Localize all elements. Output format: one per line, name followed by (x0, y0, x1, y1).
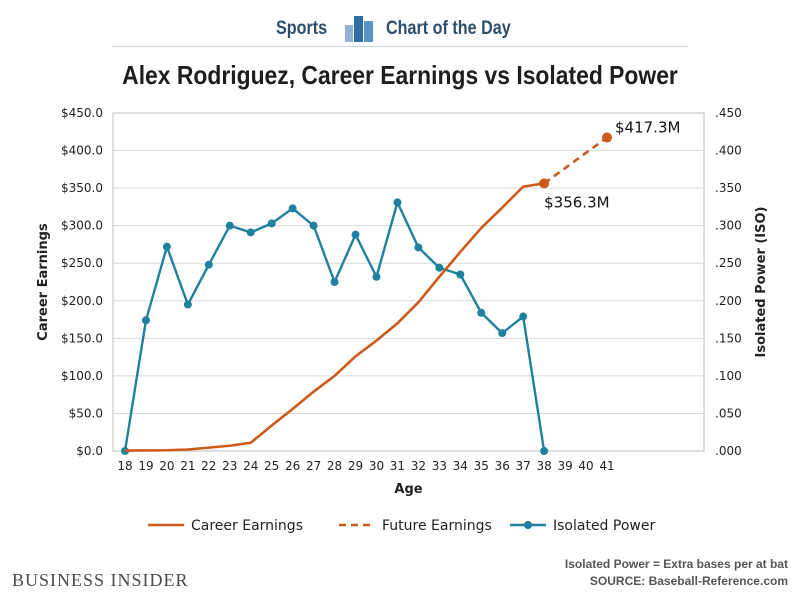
x-tick-label: 39 (557, 459, 572, 473)
iso-point (351, 230, 360, 239)
iso-point (225, 221, 234, 230)
y2-tick-label: .150 (715, 331, 742, 345)
iso-point (519, 312, 528, 321)
iso-point (330, 278, 339, 286)
source-note: SOURCE: Baseball-Reference.com (589, 574, 788, 588)
future-earnings-line (543, 136, 608, 185)
business-insider-logo: BUSINESS INSIDER (12, 570, 189, 590)
x-axis-label: Age (394, 482, 422, 497)
x-tick-label: 30 (369, 459, 384, 473)
earnings-annotation: $417.3M (615, 119, 680, 137)
x-tick-label: 41 (599, 459, 614, 473)
y-tick-label: $450.0 (61, 106, 103, 120)
y-tick-label: $50.0 (69, 406, 103, 420)
x-tick-label: 32 (411, 459, 426, 473)
iso-point (121, 447, 129, 455)
y2-tick-label: .100 (715, 369, 742, 383)
iso-point (414, 243, 423, 252)
iso-point (183, 300, 192, 309)
x-tick-label: 23 (222, 459, 237, 473)
iso-point (246, 228, 255, 237)
iso-point (372, 272, 381, 281)
chart-of-the-day-header: Sports Chart of the Day (0, 10, 800, 50)
iso-point (267, 219, 276, 228)
x-tick-label: 28 (327, 459, 342, 473)
footer-notes: Isolated Power = Extra bases per at bat … (565, 556, 788, 590)
x-tick-label: 27 (306, 459, 321, 473)
legend-marker (524, 521, 532, 529)
y2-tick-label: .250 (715, 256, 742, 270)
y2-tick-label: .450 (715, 106, 742, 120)
y2-tick-label: .050 (715, 406, 742, 420)
x-tick-label: 25 (264, 459, 279, 473)
chart-title: Alex Rodriguez, Career Earnings vs Isola… (122, 60, 678, 90)
iso-point (498, 329, 507, 338)
y2-tick-label: .200 (715, 294, 742, 308)
x-tick-label: 31 (390, 459, 405, 473)
x-tick-label: 26 (285, 459, 300, 473)
y2-tick-label: .400 (715, 144, 742, 158)
iso-point (288, 204, 297, 213)
y-tick-label: $250.0 (61, 256, 103, 270)
x-tick-label: 37 (516, 459, 531, 473)
y-tick-label: $200.0 (61, 294, 103, 308)
x-tick-label: 22 (201, 459, 216, 473)
iso-point (393, 198, 402, 207)
y-tick-label: $400.0 (61, 144, 103, 158)
x-tick-label: 40 (578, 459, 593, 473)
legend-label: Career Earnings (191, 518, 303, 534)
x-tick-label: 18 (117, 459, 132, 473)
y-tick-label: $100.0 (61, 369, 103, 383)
x-tick-label: 34 (453, 459, 468, 473)
y-tick-label: $0.0 (76, 444, 103, 458)
y-tick-label: $300.0 (61, 219, 103, 233)
iso-point (309, 221, 318, 230)
x-tick-label: 29 (348, 459, 363, 473)
x-tick-label: 19 (138, 459, 153, 473)
section-label: Sports (276, 18, 328, 39)
x-tick-label: 38 (536, 459, 551, 473)
y2-tick-label: .300 (715, 219, 742, 233)
y-tick-label: $150.0 (61, 331, 103, 345)
x-tick-label: 33 (432, 459, 447, 473)
x-tick-label: 20 (159, 459, 174, 473)
iso-definition-note: Isolated Power = Extra bases per at bat (564, 557, 788, 571)
earnings-milestone-point (602, 132, 612, 143)
iso-point (435, 263, 444, 272)
y2-tick-label: .000 (715, 444, 742, 458)
y2-axis-label: Isolated Power (ISO) (754, 207, 769, 358)
bar-chart-icon (344, 16, 374, 42)
x-tick-label: 36 (495, 459, 510, 473)
earnings-annotation: $356.3M (544, 193, 609, 211)
earnings-milestone-point (539, 178, 550, 189)
plot-area (112, 112, 705, 452)
y2-tick-label: .350 (715, 181, 742, 195)
x-tick-label: 24 (243, 459, 258, 473)
earnings-series-line (124, 182, 545, 452)
header-divider (112, 46, 688, 47)
iso-point (204, 260, 213, 269)
iso-point (162, 242, 171, 251)
iso-point (477, 308, 486, 317)
iso-point (456, 270, 465, 279)
y-tick-label: $350.0 (61, 181, 103, 195)
y-axis-label: Career Earnings (36, 223, 51, 341)
chart-of-the-day-label: Chart of the Day (386, 18, 511, 39)
legend-label: Future Earnings (382, 518, 492, 534)
x-tick-label: 35 (474, 459, 489, 473)
iso-point (141, 316, 150, 325)
legend-label: Isolated Power (553, 518, 655, 534)
x-tick-label: 21 (180, 459, 195, 473)
iso-point (540, 447, 549, 455)
